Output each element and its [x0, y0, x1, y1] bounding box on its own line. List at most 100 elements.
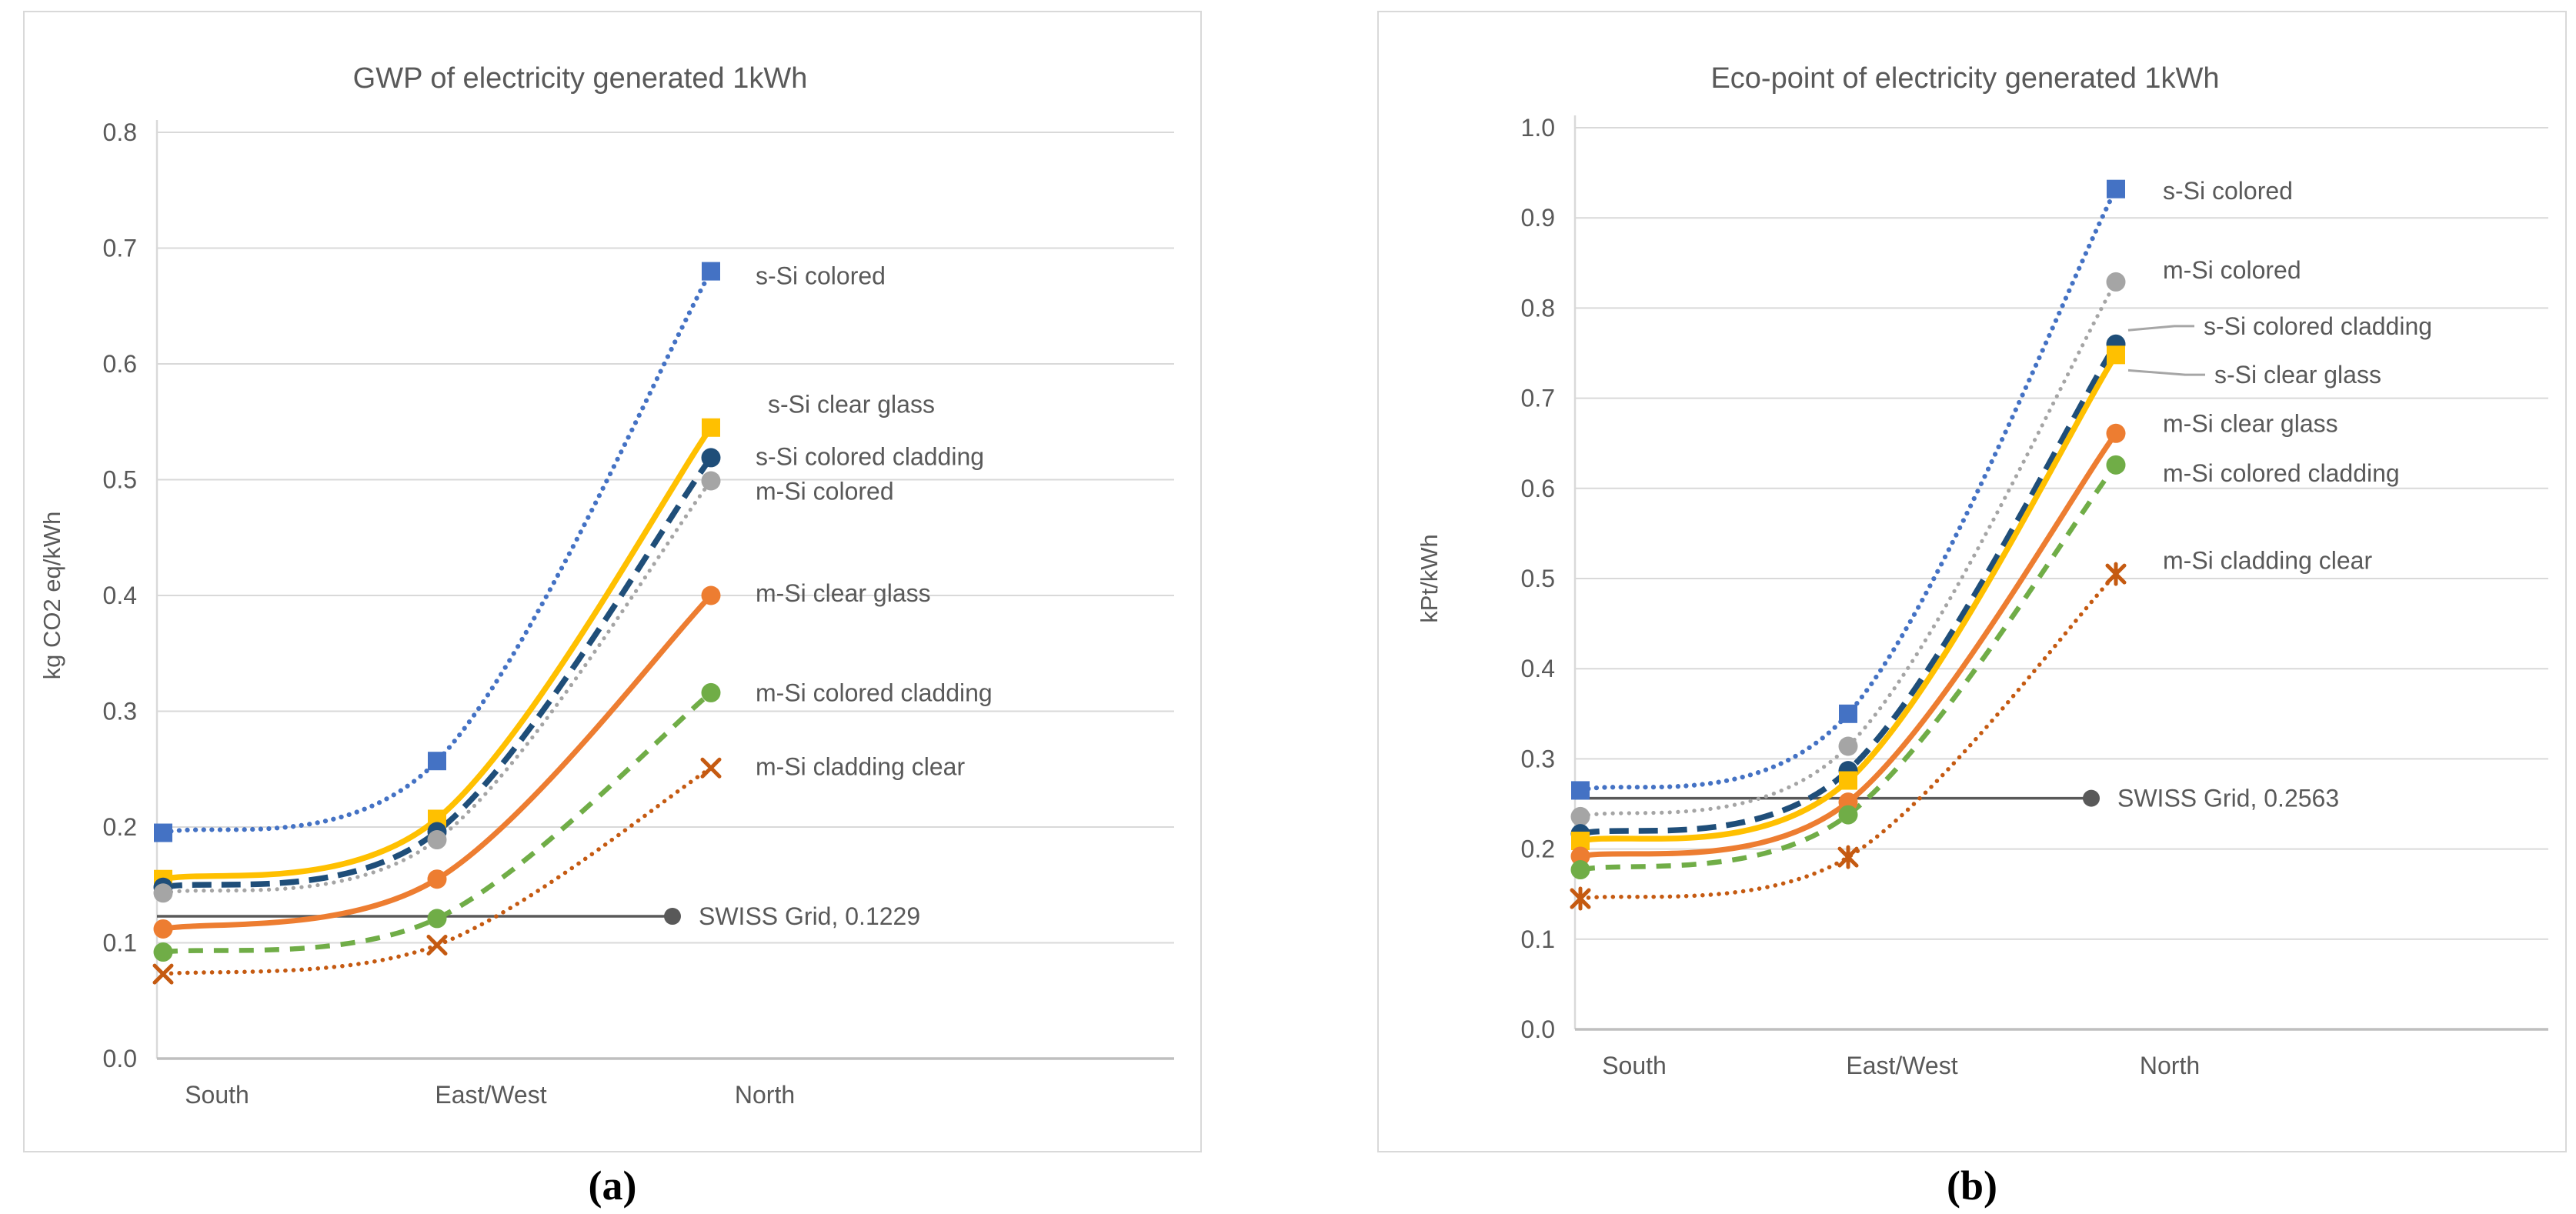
x-tick-label: East/West: [435, 1081, 546, 1109]
series-marker-circle: [1838, 805, 1858, 825]
chart-a-canvas: 0.0 0.1 0.2 0.3 0.4 0.5 0.6 0.7 0.8 GWP of electr…: [38, 62, 1174, 1109]
x-tick-label: North: [735, 1081, 795, 1109]
series-label: m-Si colored: [756, 478, 894, 505]
series-label: m-Si cladding clear: [756, 753, 965, 781]
x-tick-label: East/West: [1846, 1052, 1957, 1079]
reference-label: SWISS Grid, 0.1229: [699, 902, 920, 930]
chart-panel-a: 0.0 0.1 0.2 0.3 0.4 0.5 0.6 0.7 0.8 GWP of electr…: [23, 11, 1202, 1152]
series-label: m-Si colored cladding: [2163, 459, 2400, 487]
series-marker-square: [702, 418, 720, 437]
series-label: m-Si cladding clear: [2163, 547, 2372, 575]
y-tick-label: 0.1: [1521, 926, 1555, 953]
chart-title: GWP of electricity generated 1kWh: [353, 62, 808, 95]
y-tick-label: 1.0: [1521, 114, 1555, 142]
series-marker-square: [2107, 179, 2125, 198]
series-line: [1580, 463, 2118, 872]
series-label: s-Si colored cladding: [756, 442, 984, 470]
series-marker-circle: [1570, 860, 1590, 880]
y-tick-label: 0.8: [103, 118, 137, 146]
series-marker-circle: [701, 585, 721, 605]
series-marker-circle: [153, 919, 173, 939]
label-leader-line: [2127, 325, 2194, 332]
series-line: [1578, 572, 2118, 901]
series-marker-square: [1839, 704, 1857, 723]
series-marker-circle: [2106, 272, 2126, 292]
series-marker-circle: [2106, 455, 2126, 475]
series-line: [1580, 342, 2119, 837]
series-markers: [1570, 562, 2127, 911]
y-tick-label: 0.7: [1521, 385, 1555, 412]
series-label: m-Si clear glass: [2163, 409, 2338, 437]
y-tick-label: 0.6: [1521, 475, 1555, 502]
series-marker-square: [154, 823, 172, 842]
series-marker-square: [428, 752, 446, 771]
y-tick-label: 0.5: [103, 466, 137, 494]
y-tick-label: 0.2: [1521, 835, 1555, 863]
series-markers: [153, 585, 721, 939]
series-markers: [152, 757, 722, 985]
series-label: s-Si colored: [756, 262, 886, 290]
series-label: s-Si colored cladding: [2204, 312, 2432, 340]
series-marker-circle: [701, 471, 721, 491]
reference-marker: [2083, 789, 2100, 807]
series-line: [160, 425, 714, 882]
series-marker-square: [702, 262, 720, 281]
series-markers: [1570, 334, 2126, 844]
y-tick-label: 0.0: [1521, 1016, 1555, 1043]
caption-b: (b): [1947, 1162, 1997, 1209]
series-markers: [1571, 345, 2125, 851]
y-tick-label: 0.2: [103, 813, 137, 841]
y-tick-label: 0.1: [103, 929, 137, 957]
caption-a: (a): [588, 1162, 637, 1209]
series-marker-circle: [1570, 806, 1590, 826]
series-line: [1577, 430, 2119, 859]
x-tick-label: South: [1602, 1052, 1667, 1079]
series-label: s-Si clear glass: [2214, 361, 2381, 389]
y-tick-label: 0.4: [103, 582, 137, 609]
series-marker-square: [1839, 771, 1857, 790]
series-marker-circle: [1838, 736, 1858, 756]
series-label: s-Si colored: [2163, 177, 2293, 205]
y-tick-label: 0.0: [103, 1045, 137, 1072]
series-marker-x: [152, 963, 174, 985]
y-axis-title: kPt/kWh: [1416, 534, 1443, 622]
y-tick-label: 0.8: [1521, 294, 1555, 322]
series-line: [160, 268, 714, 835]
series-label: m-Si colored: [2163, 256, 2301, 284]
y-tick-label: 0.3: [1521, 745, 1555, 772]
series-markers: [154, 418, 720, 889]
series-label: s-Si clear glass: [768, 391, 935, 419]
y-tick-label: 0.5: [1521, 565, 1555, 592]
series-markers: [153, 682, 721, 962]
series-marker-circle: [701, 682, 721, 702]
y-tick-label: 0.9: [1521, 204, 1555, 232]
series-marker-square: [2107, 345, 2125, 365]
series-marker-circle: [1570, 846, 1590, 866]
series-markers: [153, 471, 721, 903]
series-marker-x: [426, 935, 448, 956]
series-markers: [154, 262, 720, 842]
x-tick-label: North: [2140, 1052, 2200, 1079]
series-line: [1578, 279, 2118, 819]
series-marker-circle: [153, 883, 173, 903]
series-markers: [1571, 179, 2125, 800]
series-markers: [1570, 272, 2126, 826]
y-tick-label: 0.7: [103, 235, 137, 262]
chart-title: Eco-point of electricity generated 1kWh: [1710, 62, 2219, 95]
y-axis-title: kg CO2 eq/kWh: [38, 512, 65, 680]
chart-b-canvas: 0.0 0.1 0.2 0.3 0.4 0.5 0.6 0.7 0.8 0.9 1.0 Eco-poi…: [1416, 62, 2548, 1079]
series-line: [162, 455, 714, 890]
y-tick-label: 0.6: [103, 350, 137, 378]
series-marker-square: [1571, 781, 1590, 800]
series-marker-circle: [153, 942, 173, 962]
series-marker-circle: [2106, 423, 2126, 443]
reference-label: SWISS Grid, 0.2563: [2117, 785, 2339, 812]
chart-panel-b: 0.0 0.1 0.2 0.3 0.4 0.5 0.6 0.7 0.8 0.9 1.0 Eco-poi…: [1377, 11, 2567, 1152]
series-line: [1577, 186, 2119, 793]
series-marker-circle: [427, 909, 447, 929]
series-marker-circle: [427, 830, 447, 850]
series-marker-x: [700, 757, 722, 779]
series-label: m-Si clear glass: [756, 579, 931, 607]
series-label: m-Si colored cladding: [756, 679, 993, 706]
series-markers: [1570, 455, 2126, 880]
